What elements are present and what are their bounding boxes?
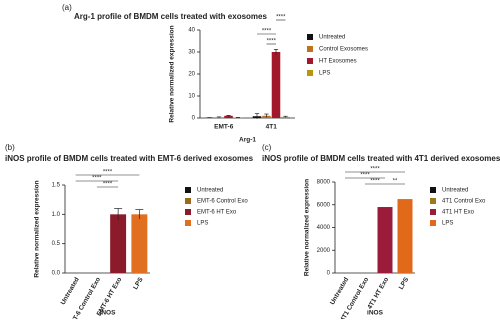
y-tick-label: 4000 xyxy=(317,225,331,231)
legend-label: LPS xyxy=(319,71,330,77)
chart-title: iNOS profile of BMDM cells treated with … xyxy=(5,154,254,163)
significance-label: **** xyxy=(267,39,277,45)
significance-label: **** xyxy=(360,173,370,179)
x-tick-label: LPS xyxy=(398,276,411,291)
legend-label: LPS xyxy=(442,221,453,227)
significance-label: **** xyxy=(92,176,102,182)
legend-swatch xyxy=(430,209,436,215)
legend-label: Untreated xyxy=(442,188,468,194)
legend-swatch xyxy=(185,220,191,226)
panel-label: (b) xyxy=(5,143,15,152)
significance-label: **** xyxy=(370,179,380,185)
y-tick-label: 20 xyxy=(188,72,195,78)
legend-swatch xyxy=(307,34,313,40)
significance-label: **** xyxy=(370,167,380,173)
chart-title: iNOS profile of BMDM cells treated with … xyxy=(262,154,500,163)
legend-label: Untreated xyxy=(197,188,223,194)
legend-swatch xyxy=(307,70,313,76)
bar xyxy=(378,207,393,273)
x-axis-label: iNOS xyxy=(367,310,384,317)
significance-label: **** xyxy=(103,170,113,176)
bar xyxy=(272,52,281,118)
y-tick-label: 2000 xyxy=(317,248,331,254)
legend-label: HT Exosomes xyxy=(319,59,357,65)
legend-label: 4T1 HT Exo xyxy=(442,210,475,216)
x-tick-label: Untreated xyxy=(329,276,350,306)
y-tick-label: 30 xyxy=(188,50,195,56)
legend-swatch xyxy=(307,46,313,52)
y-axis-label: Relative normalized expression xyxy=(304,179,311,276)
y-tick-label: 0.0 xyxy=(52,271,61,277)
x-tick-label: EMT-6 xyxy=(214,124,234,131)
x-axis-label: Arg-1 xyxy=(239,137,256,144)
legend-swatch xyxy=(185,209,191,215)
bar xyxy=(398,199,413,273)
y-tick-label: 1.0 xyxy=(52,212,61,218)
y-tick-label: 8000 xyxy=(317,180,331,186)
significance-label: **** xyxy=(262,29,272,35)
legend-swatch xyxy=(430,220,436,226)
chart-title: Arg-1 profile of BMDM cells treated with… xyxy=(74,12,267,21)
y-axis-label: Relative normalized expression xyxy=(34,180,41,277)
y-tick-label: 6000 xyxy=(317,202,331,208)
x-tick-label: LPS xyxy=(132,276,145,291)
legend-swatch xyxy=(307,58,313,64)
x-tick-label: 4T1 xyxy=(266,124,278,131)
significance-label: **** xyxy=(276,15,286,21)
significance-label: **** xyxy=(103,182,113,188)
legend-swatch xyxy=(430,198,436,204)
legend-label: Untreated xyxy=(319,35,345,41)
y-tick-label: 40 xyxy=(188,28,195,34)
y-tick-label: 1.5 xyxy=(52,183,61,189)
bar xyxy=(131,214,147,273)
y-tick-label: 10 xyxy=(188,94,195,100)
legend-swatch xyxy=(185,198,191,204)
legend-swatch xyxy=(185,187,191,193)
y-axis-label: Relative normalized expression xyxy=(169,25,176,122)
legend-label: 4T1 Control Exo xyxy=(442,199,486,205)
panel-label: (c) xyxy=(262,143,272,152)
legend-swatch xyxy=(430,187,436,193)
legend-label: EMT-6 Control Exo xyxy=(197,199,248,205)
y-tick-label: 0 xyxy=(192,116,196,122)
panel-label: (a) xyxy=(62,3,72,12)
x-tick-label: Untreated xyxy=(60,276,81,306)
x-axis-label: iNOS xyxy=(100,310,117,317)
legend-label: EMT-6 HT Exo xyxy=(197,210,237,216)
y-tick-label: 0 xyxy=(327,271,331,277)
y-tick-label: 0.5 xyxy=(52,241,61,247)
legend-label: LPS xyxy=(197,221,208,227)
significance-label: ** xyxy=(393,179,398,185)
legend-label: Control Exosomes xyxy=(319,47,368,53)
bar xyxy=(110,214,126,273)
x-tick-label: 4T1 HT Exo xyxy=(366,276,390,310)
